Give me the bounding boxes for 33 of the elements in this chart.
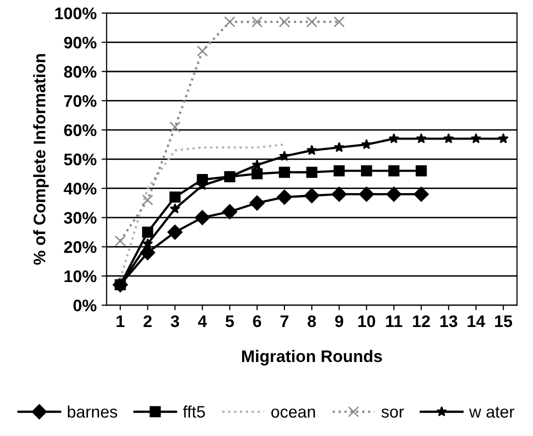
y-axis-title: % of Complete Information [33, 54, 49, 265]
y-tick-label: 40% [64, 182, 96, 195]
y-tick-label: 30% [64, 212, 96, 224]
x-tick-label: 13 [440, 315, 458, 328]
x-tick-label: 4 [198, 316, 207, 327]
x-tick-label: 1 [116, 316, 124, 327]
y-tick-label: 70% [64, 95, 96, 107]
x-tick-label: 14 [468, 316, 486, 327]
y-tick-label: 10% [64, 270, 96, 282]
legend-label: sor [381, 408, 404, 418]
x-tick-label: 12 [413, 315, 430, 327]
y-tick-label: 80% [64, 66, 96, 78]
legend-label: fft5 [182, 405, 205, 418]
x-tick-label: 7 [280, 316, 288, 327]
legend-label: barnes [68, 405, 118, 418]
y-tick-label: 60% [64, 124, 96, 136]
y-tick-label: 50% [64, 154, 96, 166]
y-tick-label: 20% [64, 241, 96, 253]
y-tick-label: 100% [55, 7, 96, 20]
y-tick-label: 90% [64, 36, 96, 48]
x-tick-label: 3 [170, 315, 180, 328]
x-tick-label: 6 [253, 315, 262, 328]
x-tick-label: 15 [495, 316, 512, 328]
legend-label: ocean [271, 408, 315, 418]
x-tick-label: 9 [335, 315, 344, 328]
x-axis-title: Migration Rounds [242, 350, 382, 366]
x-tick-label: 2 [144, 315, 152, 327]
x-tick-label: 8 [308, 315, 316, 328]
x-tick-label: 10 [358, 315, 376, 328]
legend-label: w ater [469, 406, 514, 418]
x-tick-label: 5 [226, 316, 234, 328]
x-tick-label: 11 [386, 316, 402, 327]
y-tick-label: 0% [73, 300, 96, 312]
